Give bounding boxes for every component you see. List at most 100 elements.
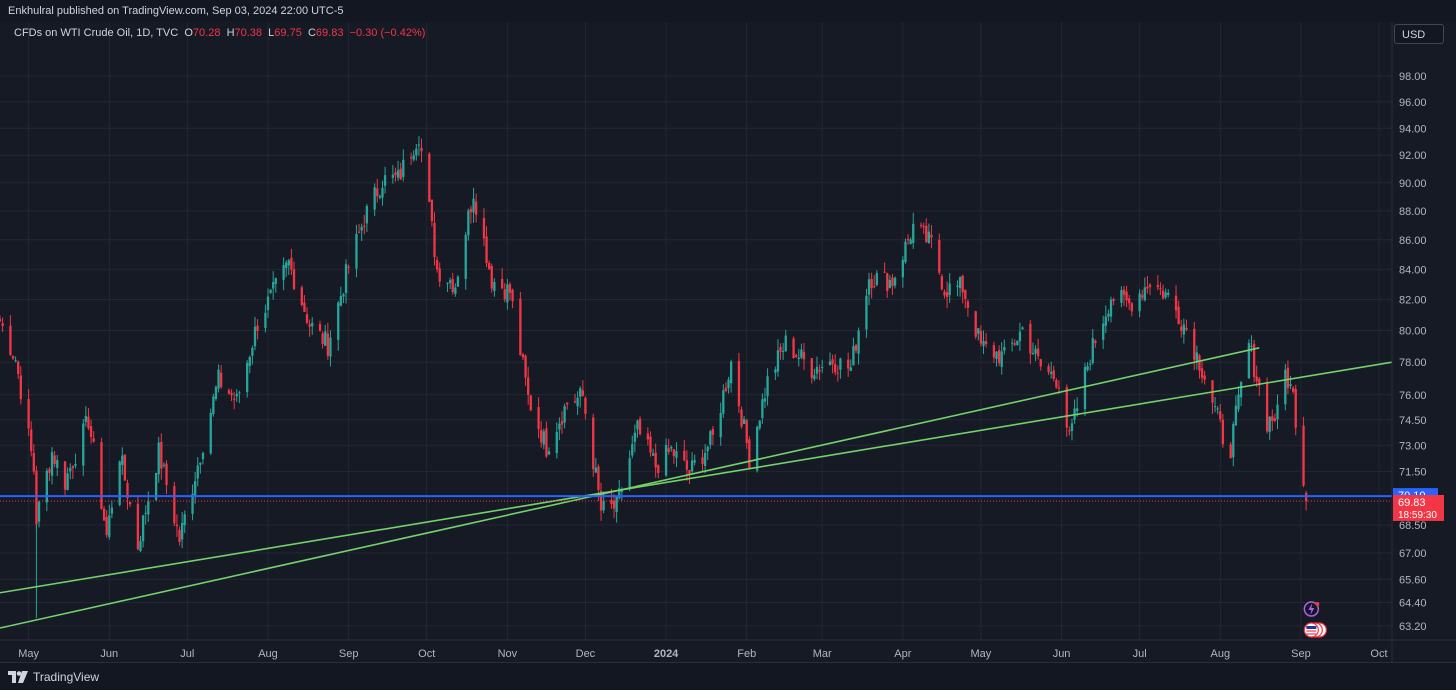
candle-body bbox=[139, 541, 142, 552]
candle-body bbox=[984, 341, 988, 345]
candle-body bbox=[1255, 376, 1258, 382]
candle-body bbox=[157, 442, 160, 475]
candle-body bbox=[1000, 351, 1003, 367]
low-label: L bbox=[268, 27, 275, 39]
candle-body bbox=[1159, 288, 1162, 290]
candle-body bbox=[529, 395, 532, 411]
candle-body bbox=[118, 461, 121, 505]
candle-body bbox=[873, 286, 876, 288]
y-tick-label: 78.00 bbox=[1399, 357, 1427, 369]
x-tick-label: Nov bbox=[498, 648, 518, 660]
candle-body bbox=[1161, 290, 1165, 299]
y-tick-label: 68.50 bbox=[1399, 520, 1427, 532]
candle-body bbox=[1276, 404, 1279, 420]
candle-body bbox=[800, 349, 803, 358]
candle-body bbox=[196, 465, 199, 479]
y-tick-label: 88.00 bbox=[1399, 206, 1427, 218]
candle-body bbox=[821, 366, 824, 368]
y-tick-label: 80.00 bbox=[1399, 325, 1427, 337]
candle-body bbox=[763, 398, 767, 402]
candle-body bbox=[1086, 365, 1089, 371]
candle-body bbox=[430, 199, 434, 222]
candle-body bbox=[1302, 425, 1305, 486]
candle-body bbox=[909, 239, 912, 245]
candle-body bbox=[508, 284, 512, 293]
candle-body bbox=[363, 225, 366, 227]
candle-body bbox=[685, 460, 689, 470]
tradingview-logo[interactable]: TradingView bbox=[8, 670, 99, 684]
symbol-name[interactable]: CFDs on WTI Crude Oil, 1D, TVC bbox=[14, 27, 179, 39]
candle-body bbox=[1016, 340, 1019, 346]
candle-body bbox=[251, 347, 254, 356]
candle-body bbox=[594, 467, 597, 473]
y-tick-label: 63.20 bbox=[1399, 621, 1427, 633]
candle-body bbox=[1271, 416, 1274, 422]
candle-body bbox=[74, 464, 77, 466]
candle-body bbox=[56, 460, 59, 468]
price-chart[interactable]: 98.00 96.00 94.00 92.00 90.00 88.00 86.00 84.00… bbox=[0, 22, 1456, 662]
y-tick-label: 71.50 bbox=[1399, 466, 1427, 478]
candle-body bbox=[100, 442, 103, 509]
candle-body bbox=[48, 469, 51, 473]
candle-body bbox=[977, 328, 980, 334]
x-tick-label: Jul bbox=[1133, 648, 1147, 660]
candle-body bbox=[1125, 291, 1128, 301]
candle-body bbox=[1164, 292, 1167, 298]
candle-body bbox=[782, 350, 785, 352]
candle-body bbox=[1070, 423, 1074, 432]
candle-body bbox=[305, 314, 309, 323]
candle-body bbox=[1239, 381, 1243, 398]
candle-body bbox=[69, 468, 72, 472]
y-tick-label: 76.00 bbox=[1399, 390, 1427, 402]
candle-body bbox=[474, 201, 478, 215]
candle-body bbox=[602, 500, 605, 511]
candle-body bbox=[784, 335, 787, 352]
candle-body bbox=[1268, 416, 1271, 433]
candle-body bbox=[906, 238, 910, 241]
symbol-legend[interactable]: CFDs on WTI Crude Oil, 1D, TVC O70.28 H7… bbox=[14, 27, 425, 39]
candle-body bbox=[573, 401, 577, 403]
candle-body bbox=[1102, 323, 1105, 340]
candle-body bbox=[472, 198, 475, 213]
x-tick-label: May bbox=[18, 648, 39, 660]
candle-body bbox=[63, 461, 67, 490]
candle-body bbox=[519, 298, 522, 356]
candle-body bbox=[958, 277, 962, 289]
candle-body bbox=[326, 333, 329, 356]
footer-bar: TradingView bbox=[0, 662, 1456, 690]
candle-body bbox=[818, 369, 821, 372]
candle-body bbox=[89, 426, 93, 438]
candle-body bbox=[376, 188, 379, 197]
candle-body bbox=[865, 295, 868, 330]
candle-body bbox=[1289, 384, 1292, 387]
candle-body bbox=[300, 287, 303, 306]
trendline[interactable] bbox=[0, 347, 1260, 629]
chart-area[interactable]: 98.00 96.00 94.00 92.00 90.00 88.00 86.00 84.00… bbox=[0, 22, 1456, 662]
candle-body bbox=[1143, 287, 1146, 301]
us-flag-icon[interactable] bbox=[1303, 622, 1319, 638]
y-tick-label: 86.00 bbox=[1399, 235, 1427, 247]
candle-body bbox=[1055, 380, 1058, 388]
candle-body bbox=[545, 428, 548, 457]
candle-body bbox=[1122, 289, 1126, 295]
candle-body bbox=[35, 470, 38, 525]
candle-body bbox=[253, 326, 257, 347]
candle-body bbox=[344, 264, 348, 294]
candle-body bbox=[883, 271, 886, 273]
x-tick-label: Jun bbox=[100, 648, 118, 660]
tradingview-logo-text: TradingView bbox=[33, 670, 100, 684]
candle-body bbox=[321, 333, 324, 345]
candle-body bbox=[925, 225, 928, 242]
candle-body bbox=[238, 392, 241, 394]
candle-body bbox=[199, 462, 202, 465]
trendline[interactable] bbox=[0, 361, 1393, 594]
candle-body bbox=[612, 500, 616, 509]
candle-body bbox=[17, 361, 20, 375]
currency-button[interactable]: USD bbox=[1394, 24, 1444, 44]
candle-body bbox=[748, 439, 751, 468]
candle-body bbox=[719, 413, 722, 438]
candle-body bbox=[922, 226, 925, 228]
candle-body bbox=[945, 292, 949, 297]
candle-body bbox=[123, 454, 127, 481]
candle-body bbox=[597, 466, 600, 490]
